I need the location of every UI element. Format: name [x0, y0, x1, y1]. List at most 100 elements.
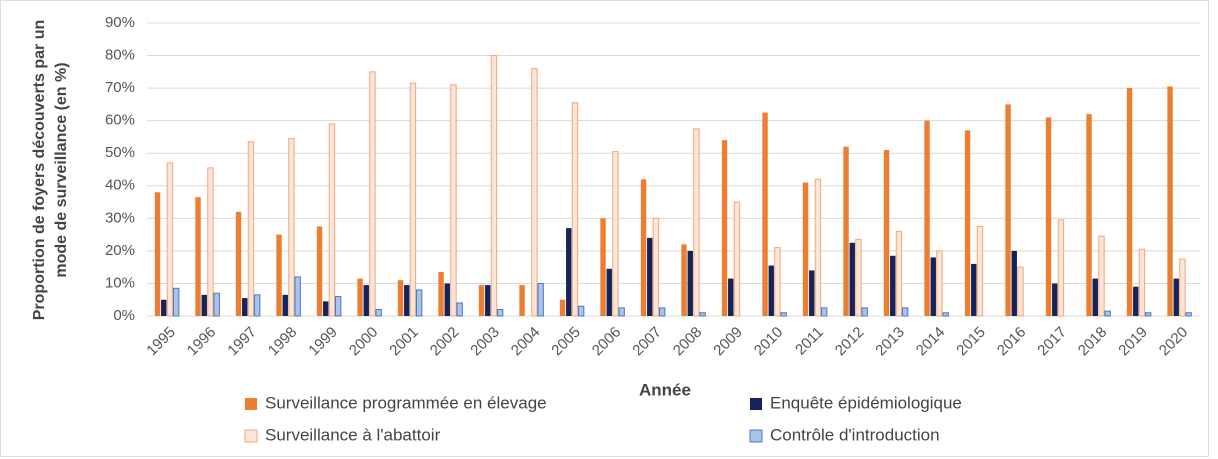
- bar: [415, 289, 423, 317]
- bar: [496, 308, 504, 317]
- bar: [444, 283, 450, 316]
- bar: [247, 141, 255, 317]
- bar: [1057, 219, 1065, 317]
- bar: [172, 287, 180, 317]
- y-tick-label: 80%: [105, 47, 135, 64]
- bar: [559, 299, 566, 316]
- bar: [721, 140, 728, 316]
- legend-label: Surveillance programmée en élevage: [265, 393, 547, 412]
- bar: [802, 182, 809, 316]
- legend-swatch: [750, 398, 762, 410]
- y-tick-label: 60%: [105, 112, 135, 129]
- y-tick-label: 50%: [105, 144, 135, 161]
- bar: [809, 270, 815, 316]
- bar: [964, 130, 971, 316]
- bar: [658, 307, 666, 317]
- bar: [814, 178, 822, 317]
- bar: [363, 285, 369, 316]
- bar: [1092, 278, 1098, 316]
- x-axis-title: Année: [639, 380, 691, 399]
- bar: [728, 278, 734, 316]
- bar: [404, 285, 410, 316]
- bar: [1045, 117, 1052, 317]
- bar: [883, 149, 890, 316]
- bar: [409, 82, 417, 317]
- bar: [652, 217, 660, 317]
- bar: [519, 285, 525, 316]
- bar: [855, 238, 862, 317]
- bar: [195, 197, 201, 316]
- bar: [699, 312, 706, 317]
- y-tick-label: 30%: [105, 209, 135, 226]
- y-axis-title: Proportion de foyers découverts par un: [31, 20, 48, 321]
- bar: [1011, 250, 1017, 316]
- bar: [166, 162, 174, 317]
- y-tick-label: 0%: [113, 307, 135, 324]
- y-tick-label: 40%: [105, 177, 135, 194]
- bar: [490, 55, 498, 317]
- bar: [924, 120, 930, 317]
- bar: [1173, 278, 1179, 316]
- bar: [207, 167, 214, 317]
- bar: [201, 294, 207, 316]
- bar: [566, 228, 572, 316]
- bar: [849, 242, 855, 316]
- bar: [253, 294, 261, 317]
- bar: [1179, 258, 1186, 317]
- bar: [235, 211, 242, 316]
- bar: [1005, 104, 1011, 316]
- bar: [843, 146, 849, 316]
- bar: [316, 226, 323, 316]
- bar: [890, 255, 896, 316]
- bar: [438, 272, 444, 316]
- bar: [936, 250, 943, 317]
- bar: [687, 250, 693, 316]
- bar: [531, 68, 538, 317]
- y-tick-label: 90%: [105, 14, 135, 31]
- bar: [450, 84, 457, 317]
- bar: [485, 285, 491, 316]
- bar: [895, 230, 903, 317]
- bar: [976, 225, 984, 317]
- bar: [456, 302, 463, 317]
- bar: [369, 71, 376, 317]
- bar: [693, 128, 700, 317]
- bar: [328, 123, 336, 317]
- bar: [762, 112, 768, 317]
- bar: [213, 292, 220, 317]
- bar: [647, 237, 653, 316]
- bar: [282, 294, 288, 316]
- bar: [612, 151, 619, 317]
- bar: [1185, 312, 1192, 317]
- bar: [1104, 310, 1111, 317]
- legend-swatch: [749, 429, 763, 443]
- bar: [861, 307, 868, 317]
- bar: [154, 192, 161, 316]
- bar: [820, 307, 828, 317]
- bar: [600, 218, 606, 316]
- legend-label: Contrôle d'introduction: [770, 425, 940, 444]
- bar: [288, 138, 295, 317]
- bar: [640, 179, 647, 316]
- bar: [242, 298, 248, 316]
- bar: [733, 201, 741, 317]
- bar: [571, 102, 579, 317]
- bar: [1126, 88, 1133, 316]
- legend-swatch: [245, 398, 257, 410]
- bar: [478, 285, 485, 316]
- bar: [577, 305, 585, 317]
- bar: [375, 308, 382, 317]
- legend-label: Enquête épidémiologique: [770, 393, 962, 412]
- bar: [1133, 286, 1139, 316]
- bar: [606, 268, 612, 316]
- bar: [618, 307, 625, 317]
- legend-swatch: [244, 429, 258, 443]
- bar: [161, 299, 167, 316]
- y-tick-label: 10%: [105, 274, 135, 291]
- bar: [1098, 235, 1105, 317]
- bar: [537, 282, 544, 317]
- bar: [294, 276, 301, 317]
- bar: [681, 244, 687, 316]
- bar: [1144, 312, 1152, 317]
- bar: [1017, 266, 1024, 317]
